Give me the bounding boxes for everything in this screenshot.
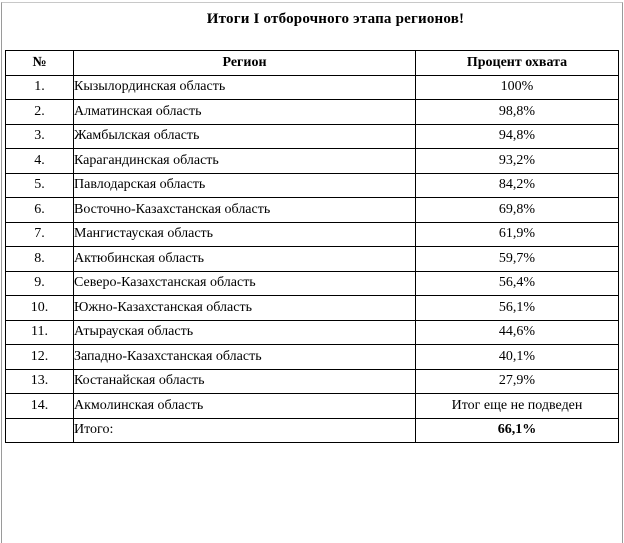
percent-value-cell: 27,9% — [415, 368, 619, 394]
row-number-cell: 5. — [5, 172, 74, 198]
row-number-cell: 6. — [5, 197, 74, 223]
percent-value-cell: 61,9% — [415, 221, 619, 247]
column-header-region: Регион — [73, 50, 416, 76]
row-number-cell: 10. — [5, 295, 74, 321]
table-row: 5. Павлодарская область 84,2% — [5, 172, 619, 198]
results-table: № Регион Процент охвата 1. Кызылординская… — [5, 50, 619, 443]
table-row: 9. Северо-Казахстанская область 56,4% — [5, 270, 619, 296]
column-header-percent: Процент охвата — [415, 50, 619, 76]
row-number-cell: 14. — [5, 393, 74, 419]
region-name-cell: Актюбинская область — [73, 246, 416, 272]
region-name-cell: Алматинская область — [73, 99, 416, 125]
table-row: 7. Мангистауская область 61,9% — [5, 221, 619, 247]
table-row: 4. Карагандинская область 93,2% — [5, 148, 619, 174]
row-number-cell: 9. — [5, 270, 74, 296]
row-number-cell: 1. — [5, 74, 74, 100]
row-number-cell: 3. — [5, 123, 74, 149]
percent-value-cell: 44,6% — [415, 319, 619, 345]
percent-value-cell: 98,8% — [415, 99, 619, 125]
region-name-cell: Карагандинская область — [73, 148, 416, 174]
region-name-cell: Восточно-Казахстанская область — [73, 197, 416, 223]
region-name-cell: Атырауская область — [73, 319, 416, 345]
table-row: 2. Алматинская область 98,8% — [5, 99, 619, 125]
column-header-number: № — [5, 50, 74, 76]
percent-value-cell: 59,7% — [415, 246, 619, 272]
percent-value-cell: 84,2% — [415, 172, 619, 198]
percent-value-cell: 56,1% — [415, 295, 619, 321]
percent-value-cell: 93,2% — [415, 148, 619, 174]
total-row: Итого: 66,1% — [5, 417, 619, 443]
region-name-cell: Костанайская область — [73, 368, 416, 394]
percent-value-cell: 100% — [415, 74, 619, 100]
region-name-cell: Акмолинская область — [73, 393, 416, 419]
percent-value-cell: 94,8% — [415, 123, 619, 149]
percent-value-cell: Итог еще не подведен — [415, 393, 619, 419]
region-name-cell: Северо-Казахстанская область — [73, 270, 416, 296]
percent-value-cell: 69,8% — [415, 197, 619, 223]
table-row: 14. Акмолинская область Итог еще не подвед… — [5, 393, 619, 419]
table-body: 1. Кызылординская область 100% 2. Алматинска… — [5, 74, 619, 443]
row-number-cell: 7. — [5, 221, 74, 247]
total-number-cell — [5, 417, 74, 443]
row-number-cell: 4. — [5, 148, 74, 174]
row-number-cell: 11. — [5, 319, 74, 345]
region-name-cell: Южно-Казахстанская область — [73, 295, 416, 321]
total-label-cell: Итого: — [73, 417, 416, 443]
row-number-cell: 2. — [5, 99, 74, 125]
region-name-cell: Мангистауская область — [73, 221, 416, 247]
table-row: 12. Западно-Казахстанская область 40,1% — [5, 344, 619, 370]
table-row: 8. Актюбинская область 59,7% — [5, 246, 619, 272]
row-number-cell: 8. — [5, 246, 74, 272]
table-row: 13. Костанайская область 27,9% — [5, 368, 619, 394]
table-row: 10. Южно-Казахстанская область 56,1% — [5, 295, 619, 321]
percent-value-cell: 56,4% — [415, 270, 619, 296]
region-name-cell: Жамбылская область — [73, 123, 416, 149]
table-row: 11. Атырауская область 44,6% — [5, 319, 619, 345]
row-number-cell: 13. — [5, 368, 74, 394]
table-row: 1. Кызылординская область 100% — [5, 74, 619, 100]
region-name-cell: Западно-Казахстанская область — [73, 344, 416, 370]
region-name-cell: Павлодарская область — [73, 172, 416, 198]
percent-value-cell: 40,1% — [415, 344, 619, 370]
row-number-cell: 12. — [5, 344, 74, 370]
table-row: 3. Жамбылская область 94,8% — [5, 123, 619, 149]
page-title: Итоги I отборочного этапа регионов! — [206, 11, 465, 27]
total-value-cell: 66,1% — [415, 417, 619, 443]
region-name-cell: Кызылординская область — [73, 74, 416, 100]
table-row: 6. Восточно-Казахстанская область 69,8% — [5, 197, 619, 223]
table-header-row: № Регион Процент охвата — [5, 50, 619, 76]
